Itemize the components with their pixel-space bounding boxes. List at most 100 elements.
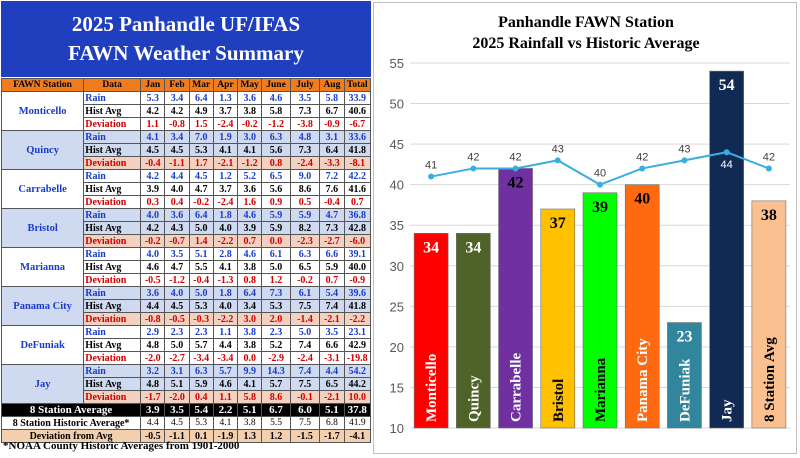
historic-point [470,165,477,172]
station-deviation-row: Deviation from Avg -0.5 -1.1 0.1 -1.9 1.3 1.2… [0,429,372,443]
bar-value-label: 23 [676,329,692,346]
station-name: Bristol [0,208,85,248]
bar-value-label: 34 [465,239,481,256]
summary-panel: 2025 Panhandle UF/IFAS FAWN Weather Summ… [0,0,372,458]
value-cell: -0.8 [164,117,190,131]
summary-value-cell: -1.7 [319,429,345,443]
table-row: Deviation -1.7 -2.0 0.4 1.1 5.8 8.6 -0.1 -2.1 10.… [2,390,372,404]
value-cell: 1.9 [212,130,239,144]
value-cell: 1.7 [188,156,214,170]
row-label: Deviation [83,273,142,287]
value-cell: -3.1 [319,351,345,365]
value-cell: 5.2 [237,169,263,183]
value-cell: 39.1 [343,247,372,261]
value-cell: 4.0 [140,208,166,222]
value-cell: 5.8 [261,104,291,118]
value-cell: 7.4 [289,364,321,378]
value-cell: 40.0 [343,260,372,274]
value-cell: 6.6 [319,247,345,261]
value-cell: -0.2 [188,195,214,209]
table-row: Hist Avg 4.4 4.5 5.3 4.0 3.4 5.3 7.5 7.4 41.8 [2,299,372,313]
value-cell: -0.5 [140,273,166,287]
row-label: Hist Avg [83,143,142,157]
y-tick-label: 50 [390,97,404,112]
value-cell: -3.8 [289,117,321,131]
table-row: Quincy Rain 4.1 3.4 7.0 1.9 3.0 6.3 4.8 3.1 33.6 [0,130,372,170]
value-cell: 6.5 [261,169,291,183]
bar [624,184,660,429]
value-cell: 5.9 [319,260,345,274]
category-label: Bristol [551,379,567,422]
summary-value-cell: 3.5 [164,403,190,417]
station-group: DeFuniak Rain 2.9 2.3 2.3 1.1 3.8 2.3 5.0 3.5 23.1… [0,325,372,365]
value-cell: -2.2 [212,312,239,326]
header-cell-10: Total [343,78,372,92]
value-cell: 5.3 [188,143,214,157]
value-cell: 6.5 [289,260,321,274]
historic-point [597,181,603,188]
value-cell: 5.7 [212,364,239,378]
header-cell-4: Mar [188,78,214,92]
value-cell: 7.3 [261,286,291,300]
header-cell-9: Aug [319,78,345,92]
value-cell: 3.9 [140,182,166,196]
value-cell: 3.8 [237,104,263,118]
historic-point [639,165,646,172]
value-cell: 33.6 [343,130,372,144]
table-row: Carrabelle Rain 4.2 4.4 4.5 1.2 5.2 6.5 9.0 7.2 42… [0,169,372,209]
value-cell: 5.6 [261,182,291,196]
historic-point [512,165,519,172]
y-tick-label: 10 [390,421,404,436]
historic-point-label: 40 [594,168,606,180]
header-cell-7: June [261,78,291,92]
value-cell: 1.8 [212,208,239,222]
value-cell: 3.2 [140,364,166,378]
value-cell: -1.2 [261,117,291,131]
value-cell: 3.9 [237,221,263,235]
category-label: DeFuniak [677,358,693,422]
table-row: Hist Avg 4.8 5.1 5.9 4.6 4.1 5.7 7.5 6.5 44.2 [2,377,372,391]
value-cell: 23.1 [343,325,372,339]
value-cell: -0.3 [188,312,214,326]
value-cell: -2.9 [261,351,291,365]
bar [456,233,491,429]
value-cell: 4.6 [237,247,263,261]
historic-point-label: 42 [467,151,479,163]
bar [540,208,576,429]
value-cell: 0.4 [164,195,190,209]
value-cell: 7.5 [289,299,321,313]
summary-value-cell: 37.8 [343,403,372,417]
value-cell: 4.2 [140,169,166,183]
y-tick-label: 55 [390,56,404,71]
value-cell: 5.3 [188,299,214,313]
bar [667,322,702,429]
value-cell: 33.9 [343,91,372,105]
station-group: Bristol Rain 4.0 3.6 6.4 1.8 4.6 5.9 5.9 4.7 36.8 H… [0,208,372,248]
value-cell: 5.7 [261,377,291,391]
station-historic-row: 8 Station Historic Average* 4.4 4.5 5.3 4.1… [0,416,372,430]
category-label: Carrabelle [509,353,525,422]
value-cell: 5.0 [289,325,321,339]
value-cell: 1.1 [212,325,239,339]
station-deviation-label: Deviation from Avg [0,429,142,443]
value-cell: -3.4 [188,351,214,365]
value-cell: -0.2 [289,273,321,287]
bar-value-label: 54 [719,77,735,94]
summary-value-cell: 1.3 [237,429,263,443]
value-cell: 7.2 [319,169,345,183]
category-label: Monticello [424,354,440,422]
summary-value-cell: 5.1 [237,403,263,417]
bar [582,192,618,429]
value-cell: 1.2 [212,169,239,183]
row-label: Hist Avg [83,338,142,352]
bar-value-label: 38 [761,207,777,224]
summary-value-cell: -1.5 [289,429,321,443]
category-label: Jay [720,399,736,422]
value-cell: 0.7 [319,273,345,287]
rainfall-chart: Panhandle FAWN Station 2025 Rainfall vs … [373,2,797,454]
value-cell: 6.4 [188,208,214,222]
value-cell: 0.0 [237,351,263,365]
summary-value-cell: 7.5 [289,416,321,430]
y-tick-label: 25 [390,299,404,314]
value-cell: 3.5 [164,247,190,261]
